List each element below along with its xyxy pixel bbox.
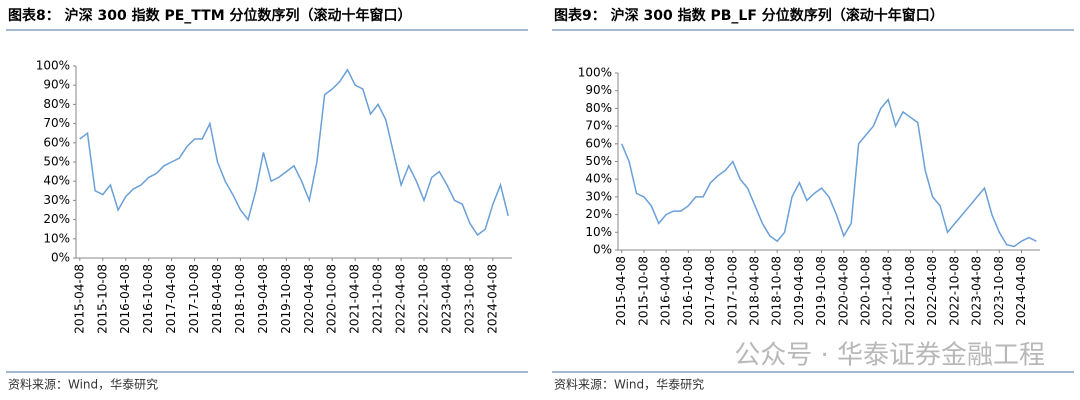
x-tick-label: 2021-10-08 <box>903 256 917 326</box>
y-tick-label: 10% <box>585 225 612 239</box>
x-tick-label: 2021-10-08 <box>371 264 385 334</box>
y-tick-label: 60% <box>585 136 612 150</box>
x-tick-label: 2015-10-08 <box>95 264 109 334</box>
x-tick-label: 2019-04-08 <box>256 264 270 334</box>
x-tick-label: 2017-04-08 <box>164 264 178 334</box>
y-tick-label: 0% <box>51 251 70 265</box>
y-tick-label: 100% <box>36 59 70 73</box>
x-tick-label: 2015-04-08 <box>72 264 86 334</box>
y-tick-label: 90% <box>43 78 70 92</box>
x-tick-label: 2022-04-08 <box>925 256 939 326</box>
y-tick-label: 10% <box>43 231 70 245</box>
x-tick-label: 2016-04-08 <box>659 256 673 326</box>
y-tick-label: 30% <box>585 189 612 203</box>
y-tick-label: 0% <box>593 243 612 257</box>
x-tick-label: 2022-10-08 <box>417 264 431 334</box>
watermark: 公众号 · 华泰证券金融工程 <box>734 341 1045 371</box>
chart-title: 图表9： 沪深 300 指数 PB_LF 分位数序列（滚动十年窗口） <box>554 7 944 24</box>
y-tick-label: 20% <box>43 212 70 226</box>
x-tick-label: 2016-10-08 <box>681 256 695 326</box>
x-tick-label: 2023-04-08 <box>970 256 984 326</box>
x-tick-label: 2018-04-08 <box>747 256 761 326</box>
x-tick-label: 2020-04-08 <box>836 256 850 326</box>
data-line <box>621 98 1037 248</box>
y-tick-label: 50% <box>585 154 612 168</box>
x-tick-label: 2017-04-08 <box>703 256 717 326</box>
x-tick-label: 2023-04-08 <box>439 264 453 334</box>
x-tick-label: 2020-10-08 <box>859 256 873 326</box>
x-tick-label: 2019-10-08 <box>279 264 293 334</box>
y-tick-label: 80% <box>43 97 70 111</box>
source: 资料来源：Wind，华泰研究 <box>8 377 158 392</box>
x-tick-label: 2019-10-08 <box>814 256 828 326</box>
x-tick-label: 2024-04-08 <box>485 264 499 334</box>
x-tick-label: 2016-04-08 <box>118 264 132 334</box>
x-tick-label: 2024-04-08 <box>1014 256 1028 326</box>
y-tick-label: 40% <box>43 174 70 188</box>
x-tick-label: 2017-10-08 <box>725 256 739 326</box>
y-tick-label: 20% <box>585 207 612 221</box>
x-tick-label: 2022-10-08 <box>947 256 961 326</box>
data-line <box>79 68 509 237</box>
chart-title: 图表8： 沪深 300 指数 PE_TTM 分位数序列（滚动十年窗口） <box>8 7 412 24</box>
x-tick-label: 2020-04-08 <box>302 264 316 334</box>
y-tick-label: 70% <box>43 116 70 130</box>
x-tick-label: 2021-04-08 <box>881 256 895 326</box>
y-tick-label: 70% <box>585 119 612 133</box>
x-tick-label: 2019-04-08 <box>792 256 806 326</box>
x-tick-label: 2015-04-08 <box>614 256 628 326</box>
x-tick-label: 2018-04-08 <box>210 264 224 334</box>
x-tick-label: 2021-04-08 <box>348 264 362 334</box>
y-tick-label: 80% <box>585 101 612 115</box>
y-tick-label: 30% <box>43 193 70 207</box>
x-tick-label: 2022-04-08 <box>394 264 408 334</box>
x-tick-label: 2015-10-08 <box>636 256 650 326</box>
y-tick-label: 60% <box>43 135 70 149</box>
y-tick-label: 50% <box>43 155 70 169</box>
x-tick-label: 2023-10-08 <box>992 256 1006 326</box>
y-tick-label: 90% <box>585 83 612 97</box>
y-tick-label: 100% <box>578 66 612 80</box>
x-tick-label: 2018-10-08 <box>233 264 247 334</box>
x-tick-label: 2023-10-08 <box>462 264 476 334</box>
x-tick-label: 2017-10-08 <box>187 264 201 334</box>
x-tick-label: 2016-10-08 <box>141 264 155 334</box>
x-tick-label: 2018-10-08 <box>770 256 784 326</box>
source: 资料来源：Wind，华泰研究 <box>554 377 704 392</box>
y-tick-label: 40% <box>585 172 612 186</box>
x-tick-label: 2020-10-08 <box>325 264 339 334</box>
